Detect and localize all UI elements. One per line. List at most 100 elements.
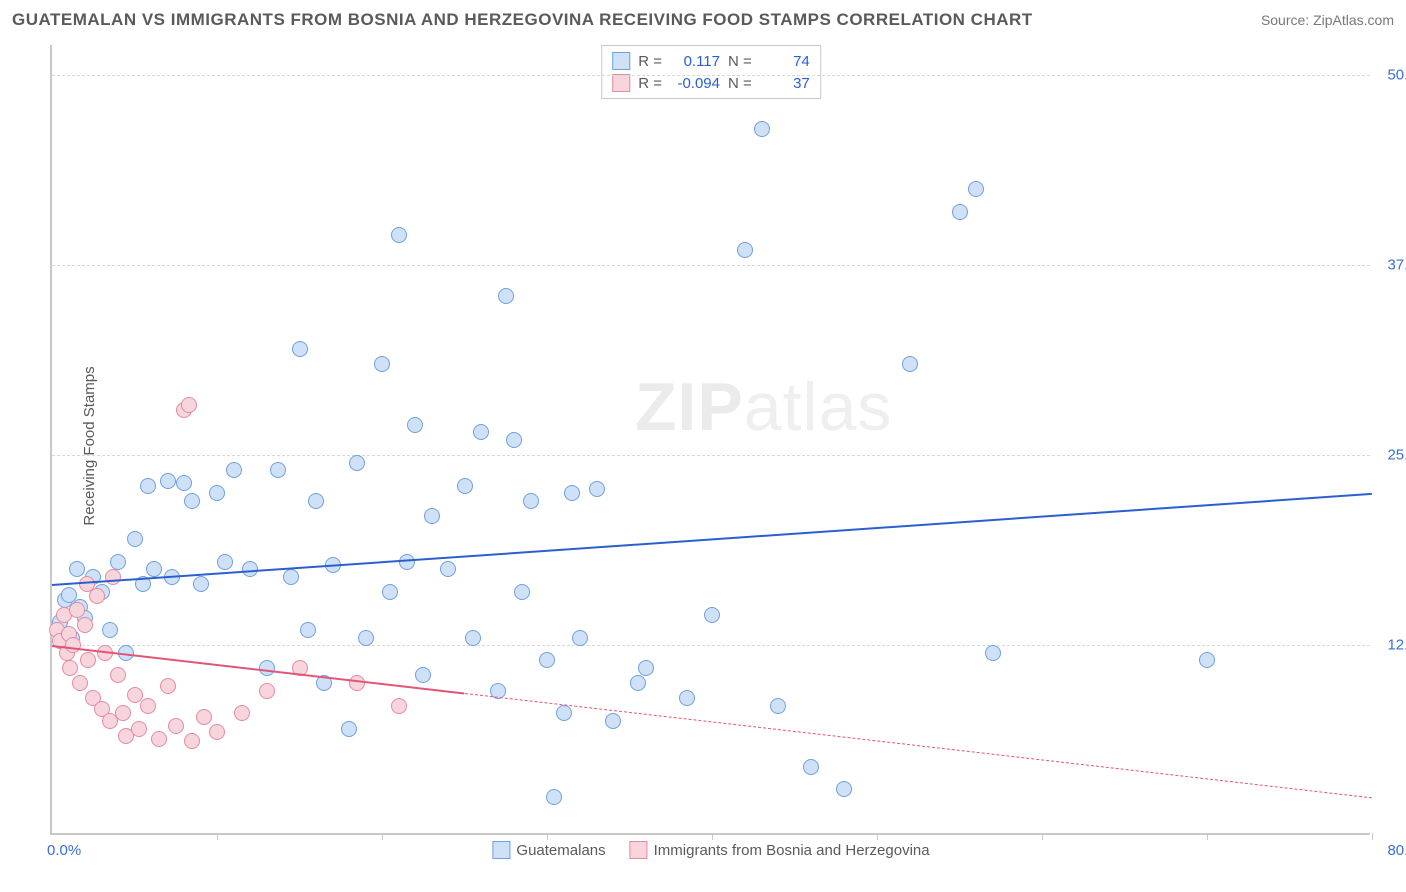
- data-point: [349, 455, 365, 471]
- x-tick: [877, 833, 878, 840]
- legend-label: Guatemalans: [516, 842, 605, 859]
- data-point: [110, 667, 126, 683]
- stat-r-label: R =: [638, 75, 662, 92]
- stat-r-value: -0.094: [670, 75, 720, 92]
- data-point: [72, 675, 88, 691]
- stat-n-label: N =: [728, 75, 752, 92]
- data-point: [131, 721, 147, 737]
- legend-item: Guatemalans: [492, 841, 605, 859]
- gridline: [52, 265, 1370, 266]
- legend-item: Immigrants from Bosnia and Herzegovina: [630, 841, 930, 859]
- stat-r-value: 0.117: [670, 53, 720, 70]
- data-point: [184, 733, 200, 749]
- data-point: [110, 554, 126, 570]
- data-point: [140, 478, 156, 494]
- data-point: [196, 709, 212, 725]
- data-point: [184, 493, 200, 509]
- data-point: [358, 630, 374, 646]
- data-point: [630, 675, 646, 691]
- stats-row: R = 0.117 N = 74: [612, 50, 810, 72]
- watermark-bold: ZIP: [635, 369, 744, 445]
- data-point: [737, 242, 753, 258]
- data-point: [523, 493, 539, 509]
- y-tick-label: 12.5%: [1375, 637, 1406, 654]
- source-label: Source: ZipAtlas.com: [1261, 12, 1394, 28]
- y-tick-label: 25.0%: [1375, 447, 1406, 464]
- data-point: [539, 652, 555, 668]
- data-point: [105, 569, 121, 585]
- trend-line-extrapolated: [464, 693, 1372, 798]
- data-point: [564, 485, 580, 501]
- x-axis-min-label: 0.0%: [47, 842, 81, 859]
- data-point: [349, 675, 365, 691]
- data-point: [127, 531, 143, 547]
- data-point: [902, 356, 918, 372]
- data-point: [102, 622, 118, 638]
- data-point: [968, 181, 984, 197]
- stat-r-label: R =: [638, 53, 662, 70]
- data-point: [506, 432, 522, 448]
- data-point: [80, 652, 96, 668]
- plot-area: ZIPatlas R =0.117N =74R =-0.094N =37 0.0…: [50, 45, 1370, 835]
- data-point: [704, 607, 720, 623]
- data-point: [556, 705, 572, 721]
- data-point: [424, 508, 440, 524]
- data-point: [234, 705, 250, 721]
- data-point: [77, 617, 93, 633]
- data-point: [473, 424, 489, 440]
- data-point: [985, 645, 1001, 661]
- series-swatch: [630, 841, 648, 859]
- data-point: [160, 473, 176, 489]
- data-point: [62, 660, 78, 676]
- series-swatch: [612, 52, 630, 70]
- data-point: [283, 569, 299, 585]
- data-point: [193, 576, 209, 592]
- gridline: [52, 645, 1370, 646]
- data-point: [146, 561, 162, 577]
- data-point: [1199, 652, 1215, 668]
- x-axis-max-label: 80.0%: [1387, 842, 1406, 859]
- chart-title: GUATEMALAN VS IMMIGRANTS FROM BOSNIA AND…: [12, 10, 1033, 30]
- stats-box: R =0.117N =74R =-0.094N =37: [601, 45, 821, 99]
- series-swatch: [492, 841, 510, 859]
- data-point: [415, 667, 431, 683]
- x-tick: [547, 833, 548, 840]
- data-point: [300, 622, 316, 638]
- data-point: [341, 721, 357, 737]
- stat-n-label: N =: [728, 53, 752, 70]
- x-tick: [382, 833, 383, 840]
- data-point: [226, 462, 242, 478]
- legend: Guatemalans Immigrants from Bosnia and He…: [492, 841, 929, 859]
- stat-n-value: 74: [760, 53, 810, 70]
- data-point: [69, 561, 85, 577]
- data-point: [952, 204, 968, 220]
- data-point: [457, 478, 473, 494]
- data-point: [836, 781, 852, 797]
- data-point: [270, 462, 286, 478]
- watermark-thin: atlas: [744, 369, 893, 445]
- data-point: [65, 637, 81, 653]
- data-point: [259, 660, 275, 676]
- data-point: [572, 630, 588, 646]
- data-point: [589, 481, 605, 497]
- data-point: [391, 698, 407, 714]
- watermark: ZIPatlas: [635, 368, 892, 446]
- data-point: [407, 417, 423, 433]
- x-tick: [1042, 833, 1043, 840]
- data-point: [308, 493, 324, 509]
- data-point: [217, 554, 233, 570]
- data-point: [605, 713, 621, 729]
- data-point: [160, 678, 176, 694]
- x-tick: [1372, 833, 1373, 840]
- series-swatch: [612, 74, 630, 92]
- y-tick-label: 37.5%: [1375, 257, 1406, 274]
- data-point: [638, 660, 654, 676]
- data-point: [498, 288, 514, 304]
- data-point: [209, 485, 225, 501]
- data-point: [465, 630, 481, 646]
- data-point: [679, 690, 695, 706]
- data-point: [176, 475, 192, 491]
- trend-line: [52, 493, 1372, 586]
- legend-label: Immigrants from Bosnia and Herzegovina: [654, 842, 930, 859]
- data-point: [382, 584, 398, 600]
